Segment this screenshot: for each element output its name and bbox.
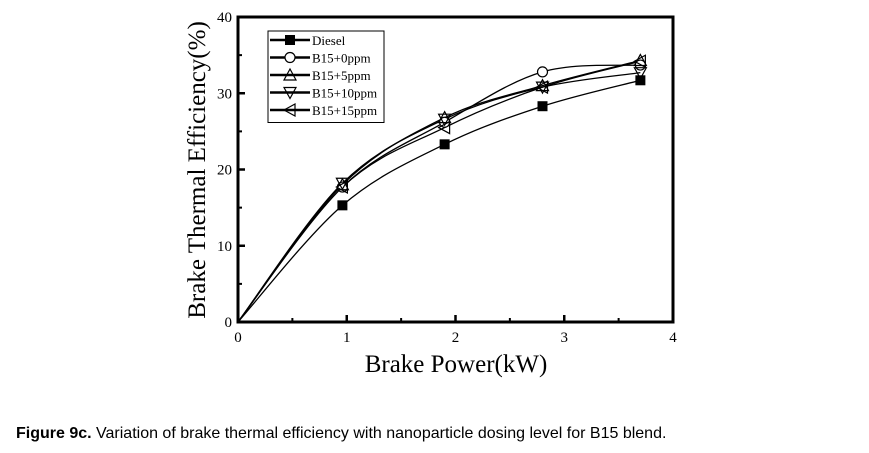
legend-label: B15+15ppm [312,103,377,118]
data-point-diesel [537,101,548,112]
x-axis-ticks: 0 1 2 3 4 [234,315,677,346]
x-tick-label: 3 [561,330,569,346]
legend-marker [282,86,298,100]
series-lines [237,59,641,323]
y-tick-label: 40 [217,10,232,26]
data-point-b15-5ppm [437,110,452,124]
data-point-b15-15ppm [535,80,549,95]
y-tick-label: 30 [217,86,232,102]
data-point-b15-0ppm [536,66,549,78]
data-point-b15-10ppm [535,81,550,95]
data-point-b15-15ppm [633,54,646,69]
legend-label: B15+0ppm [312,51,371,66]
y-tick-label: 0 [225,315,233,331]
legend-marker [282,67,298,81]
legend-marker [282,102,296,118]
series-line-b15-10ppm [237,72,641,323]
data-point-diesel [439,139,450,150]
legend-label: Diesel [312,33,346,48]
data-point-diesel [635,75,646,86]
data-point-diesel [337,200,348,211]
data-point-b15-15ppm [335,180,348,195]
series-line-b15-15ppm [237,60,641,323]
y-axis-title: Brake Thermal Efficiency(%) [184,21,211,319]
legend-label: B15+10ppm [312,86,377,101]
caption-label: Figure 9c. [16,425,92,442]
chart: 0 1 2 3 4 0 10 20 30 40 Brake Power(kW) Brake Th… [184,10,677,378]
data-point-b15-10ppm [437,113,452,127]
series-markers [335,53,648,211]
data-point-b15-10ppm [335,177,350,191]
legend-marker [284,51,296,64]
data-point-b15-10ppm [633,67,648,80]
x-tick-label: 0 [234,330,242,346]
y-axis-ticks: 0 10 20 30 40 [217,10,245,331]
legend-marker [285,35,295,45]
caption-text: Variation of brake thermal efficiency wi… [91,425,667,442]
y-tick-label: 10 [217,239,232,255]
legend: Diesel B15+0ppm B15+5ppm B15+10ppm B15+15ppm [267,30,385,123]
x-tick-label: 2 [452,330,460,346]
x-tick-label: 1 [343,330,351,346]
legend-box [267,30,385,123]
y-tick-label: 20 [217,163,232,179]
x-axis-title: Brake Power(kW) [365,351,548,378]
data-point-b15-15ppm [437,120,451,135]
legend-label: B15+5ppm [312,68,371,83]
x-tick-label: 4 [669,330,677,346]
figure-caption: Figure 9c. Variation of brake thermal ef… [16,425,666,443]
